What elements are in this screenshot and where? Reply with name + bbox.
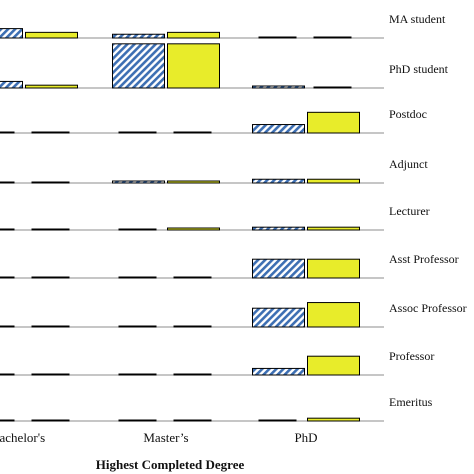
bar-hatched-2 xyxy=(252,124,305,134)
bar-hatched-2 xyxy=(252,367,305,376)
row-lecturer: Lecturer xyxy=(0,204,430,231)
bar-solid-0 xyxy=(25,31,78,39)
bar-hatched-2 xyxy=(252,85,305,89)
bar-hatched-1 xyxy=(112,43,165,89)
row-phd-student: PhD student xyxy=(0,43,449,89)
row-label: PhD student xyxy=(389,62,449,76)
bar-solid-2 xyxy=(307,111,360,134)
row-label: Assoc Professor xyxy=(389,301,467,315)
row-asst-professor: Asst Professor xyxy=(0,252,459,279)
row-label: Adjunct xyxy=(389,157,428,171)
bar-solid-1 xyxy=(167,43,220,89)
bar-hatched-0 xyxy=(0,80,23,89)
bar-solid-1 xyxy=(167,180,220,184)
bar-solid-2 xyxy=(307,226,360,231)
bar-hatched-1 xyxy=(112,33,165,39)
bar-hatched-2 xyxy=(252,258,305,279)
bar-solid-2 xyxy=(307,417,360,422)
x-tick-label: PhD xyxy=(294,430,317,445)
row-label: Asst Professor xyxy=(389,252,459,266)
bar-solid-1 xyxy=(167,227,220,231)
bar-hatched-2 xyxy=(252,178,305,184)
x-axis-title: Highest Completed Degree xyxy=(96,457,245,472)
row-assoc-professor: Assoc Professor xyxy=(0,301,467,328)
row-label: Postdoc xyxy=(389,107,427,121)
row-emeritus: Emeritus xyxy=(0,395,433,422)
x-tick-label: Master’s xyxy=(143,430,188,445)
x-tick-label: Bachelor's xyxy=(0,430,45,445)
bar-hatched-2 xyxy=(252,226,305,231)
bar-solid-2 xyxy=(307,258,360,279)
row-label: Lecturer xyxy=(389,204,430,218)
bar-solid-2 xyxy=(307,178,360,184)
x-axis: Bachelor's Master’s PhD xyxy=(0,430,318,445)
chart-rows: MA student PhD student Postdoc Adjunct Lectu… xyxy=(0,12,467,422)
bar-hatched-0 xyxy=(0,28,23,39)
row-label: Emeritus xyxy=(389,395,433,409)
row-postdoc: Postdoc xyxy=(0,107,427,134)
row-ma-student: MA student xyxy=(0,12,446,39)
bar-solid-1 xyxy=(167,31,220,39)
bar-solid-0 xyxy=(25,84,78,89)
row-label: Professor xyxy=(389,349,434,363)
bar-hatched-1 xyxy=(112,180,165,184)
bar-solid-2 xyxy=(307,355,360,376)
bar-hatched-2 xyxy=(252,307,305,328)
row-label: MA student xyxy=(389,12,446,26)
row-professor: Professor xyxy=(0,349,434,376)
row-adjunct: Adjunct xyxy=(0,157,428,184)
bar-solid-2 xyxy=(307,302,360,328)
